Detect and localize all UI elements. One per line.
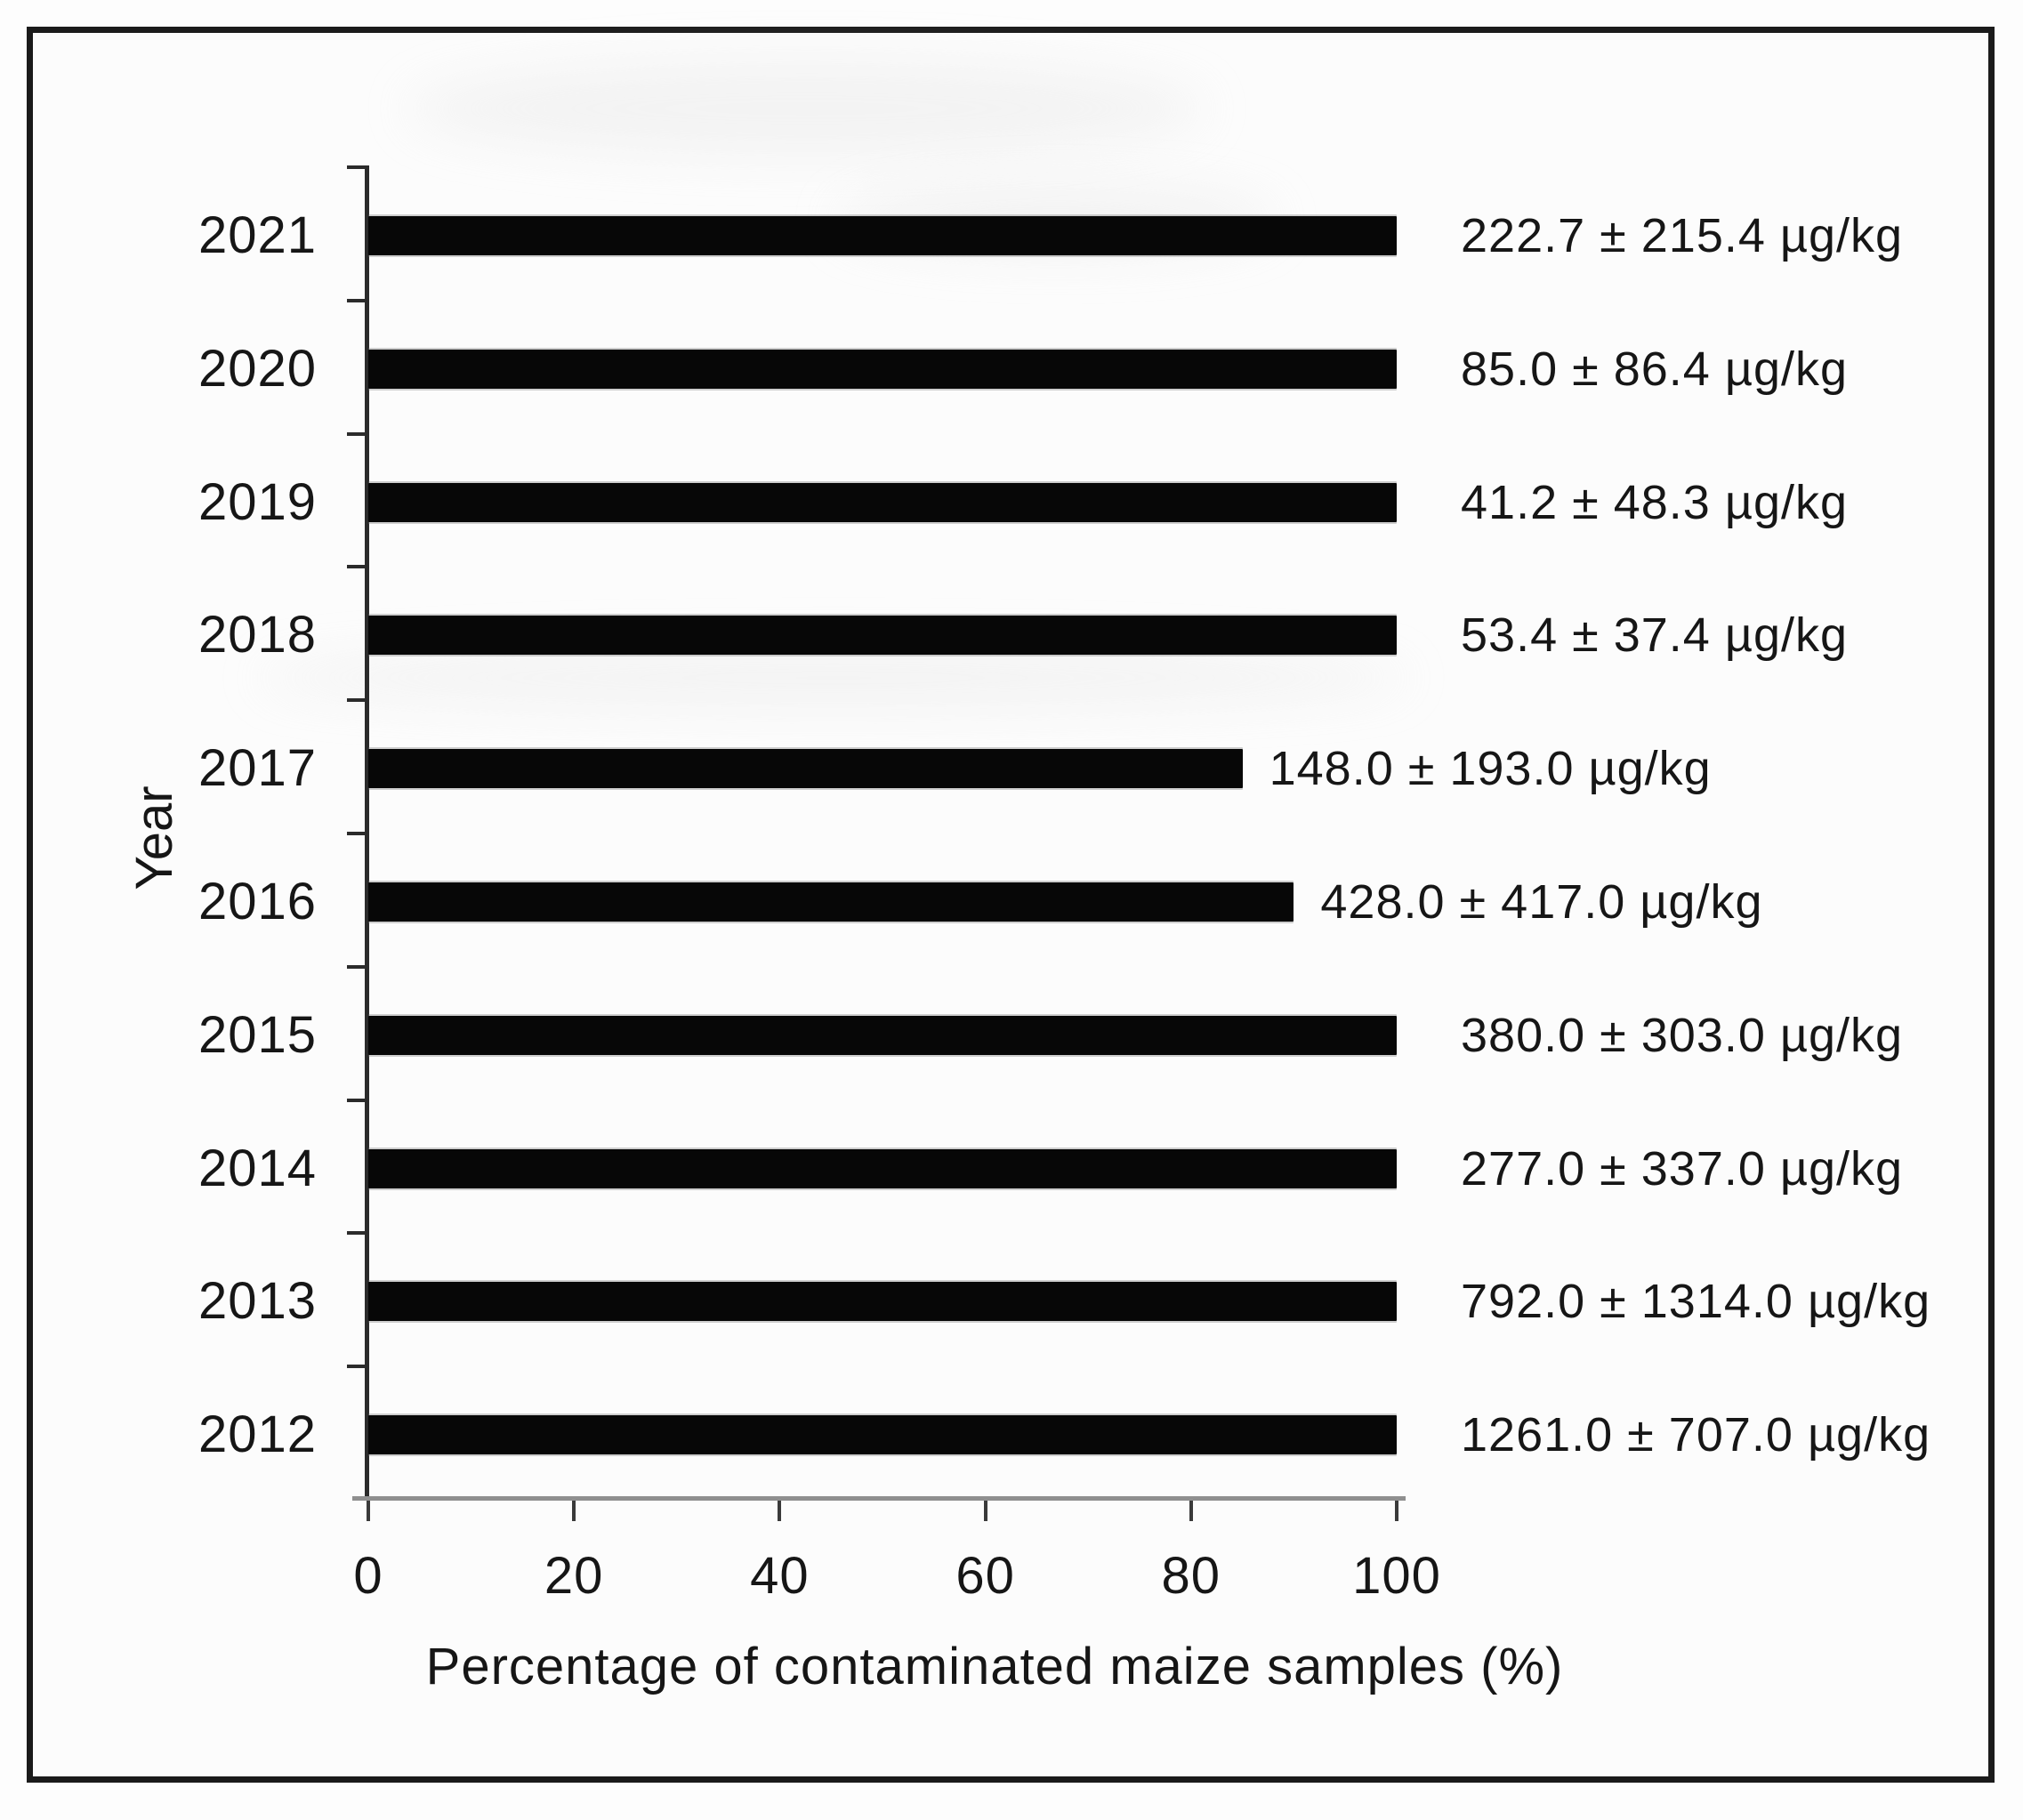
bar xyxy=(368,749,1243,789)
bar xyxy=(368,1415,1397,1455)
y-axis-tick-mark xyxy=(347,698,366,703)
y-axis-tick-mark xyxy=(347,165,366,169)
x-axis-tick-label: 80 xyxy=(1161,1547,1221,1605)
bar xyxy=(368,1148,1397,1188)
year-tick-label: 2019 xyxy=(197,472,317,531)
bar-annotation: 148.0 ± 193.0 µg/kg xyxy=(1269,742,1712,796)
x-axis-line xyxy=(352,1496,1406,1501)
x-axis-tick-label: 60 xyxy=(955,1547,1015,1605)
bar-annotation: 428.0 ± 417.0 µg/kg xyxy=(1320,875,1763,929)
bar xyxy=(368,349,1397,389)
year-tick-label: 2014 xyxy=(197,1139,317,1197)
bar-annotation: 222.7 ± 215.4 µg/kg xyxy=(1461,209,1904,262)
bar xyxy=(368,482,1397,522)
figure-frame xyxy=(27,27,1995,1783)
y-axis-tick-mark xyxy=(347,1098,366,1102)
bar-annotation: 85.0 ± 86.4 µg/kg xyxy=(1461,342,1849,396)
year-tick-label: 2020 xyxy=(197,339,317,398)
bar xyxy=(368,1015,1397,1055)
x-axis-tick-mark xyxy=(572,1501,576,1521)
y-axis-line xyxy=(365,165,369,1501)
y-axis-tick-mark xyxy=(347,1231,366,1236)
bar-annotation: 1261.0 ± 707.0 µg/kg xyxy=(1461,1408,1931,1462)
x-axis-tick-mark xyxy=(1189,1501,1193,1521)
bar-annotation: 380.0 ± 303.0 µg/kg xyxy=(1461,1008,1904,1062)
year-tick-label: 2018 xyxy=(197,606,317,664)
year-tick-label: 2016 xyxy=(197,873,317,930)
scan-smudge xyxy=(407,60,1207,157)
x-axis-tick-label: 20 xyxy=(544,1547,604,1605)
x-axis-tick-mark xyxy=(983,1501,987,1521)
year-tick-label: 2015 xyxy=(197,1005,317,1064)
y-axis-tick-mark xyxy=(347,431,366,436)
bar xyxy=(368,216,1397,255)
x-axis-tick-label: 100 xyxy=(1352,1547,1441,1605)
bar xyxy=(368,616,1397,656)
bar-annotation: 792.0 ± 1314.0 µg/kg xyxy=(1461,1275,1931,1329)
bar-annotation: 41.2 ± 48.3 µg/kg xyxy=(1461,475,1849,529)
y-axis-tick-mark xyxy=(347,832,366,835)
x-axis-title: Percentage of contaminated maize samples… xyxy=(425,1638,1564,1695)
x-axis-tick-mark xyxy=(1395,1501,1398,1521)
scan-smudge xyxy=(255,647,1412,709)
y-axis-tick-mark xyxy=(347,964,366,969)
x-axis-tick-mark xyxy=(367,1501,370,1521)
year-tick-label: 2012 xyxy=(197,1405,317,1464)
bar-annotation: 53.4 ± 37.4 µg/kg xyxy=(1461,608,1849,663)
x-axis-tick-label: 40 xyxy=(750,1547,810,1605)
year-tick-label: 2021 xyxy=(197,206,317,264)
y-axis-tick-mark xyxy=(347,1365,366,1369)
year-tick-label: 2013 xyxy=(197,1272,317,1331)
y-axis-tick-mark xyxy=(347,298,366,302)
bar xyxy=(368,882,1294,922)
bar-annotation: 277.0 ± 337.0 µg/kg xyxy=(1461,1141,1904,1196)
year-tick-label: 2017 xyxy=(197,739,317,798)
x-axis-tick-mark xyxy=(778,1501,782,1521)
bar xyxy=(368,1282,1397,1322)
x-axis-tick-label: 0 xyxy=(353,1547,383,1605)
y-axis-tick-mark xyxy=(347,565,366,569)
